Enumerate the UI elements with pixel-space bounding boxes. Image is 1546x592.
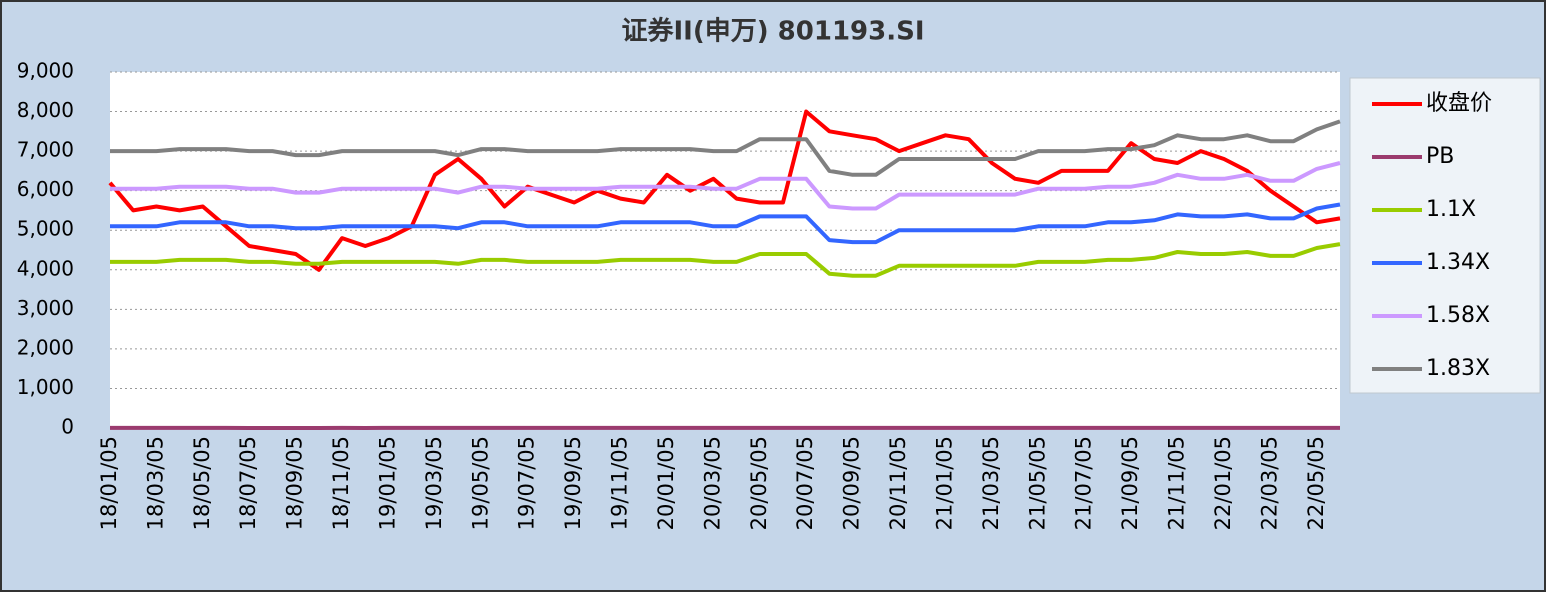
y-tick-label: 0 — [61, 415, 74, 439]
x-tick-label: 20/11/05 — [886, 436, 910, 530]
legend-label: 1.58X — [1426, 303, 1490, 328]
x-tick-label: 20/07/05 — [793, 436, 817, 530]
x-tick-label: 20/01/05 — [654, 436, 678, 530]
x-tick-label: 18/11/05 — [329, 436, 353, 530]
x-tick-label: 20/09/05 — [840, 436, 864, 530]
legend-label: PB — [1426, 144, 1454, 169]
y-tick-label: 2,000 — [17, 335, 74, 359]
x-tick-label: 21/07/05 — [1072, 436, 1096, 530]
series-line — [110, 242, 1341, 278]
x-tick-label: 19/09/05 — [561, 436, 585, 530]
x-tick-label: 18/05/05 — [190, 436, 214, 530]
y-tick-label: 5,000 — [17, 217, 74, 241]
x-tick-label: 22/05/05 — [1304, 436, 1328, 530]
x-tick-label: 18/03/05 — [143, 436, 167, 530]
legend-label: 1.83X — [1426, 356, 1490, 381]
series-line — [110, 119, 1341, 177]
chart-title: 证券II(申万) 801193.SI — [622, 17, 925, 47]
x-tick-label: 18/01/05 — [97, 436, 121, 530]
x-tick-label: 19/01/05 — [375, 436, 399, 530]
y-tick-label: 4,000 — [17, 256, 74, 280]
x-tick-label: 18/07/05 — [236, 436, 260, 530]
x-tick-label: 20/05/05 — [747, 436, 771, 530]
x-tick-label: 18/09/05 — [283, 436, 307, 530]
x-tick-label: 20/03/05 — [700, 436, 724, 530]
series-line — [110, 161, 1341, 211]
x-tick-label: 19/03/05 — [422, 436, 446, 530]
x-tick-label: 22/01/05 — [1211, 436, 1235, 530]
legend-label: 收盘价 — [1426, 91, 1492, 116]
x-tick-label: 22/03/05 — [1257, 436, 1281, 530]
y-tick-label: 6,000 — [17, 177, 74, 201]
x-tick-label: 19/05/05 — [468, 436, 492, 530]
x-tick-label: 19/11/05 — [608, 436, 632, 530]
x-tick-label: 21/01/05 — [932, 436, 956, 530]
x-tick-label: 21/09/05 — [1118, 436, 1142, 530]
y-tick-label: 9,000 — [17, 59, 74, 83]
legend-box — [1349, 77, 1541, 394]
y-tick-label: 7,000 — [17, 138, 74, 162]
x-tick-label: 19/07/05 — [515, 436, 539, 530]
x-tick-label: 21/05/05 — [1025, 436, 1049, 530]
x-tick-label: 21/11/05 — [1165, 436, 1189, 530]
x-tick-label: 21/03/05 — [979, 436, 1003, 530]
plot-area — [110, 72, 1340, 428]
series-line — [110, 202, 1341, 245]
legend-label: 1.1X — [1426, 197, 1476, 222]
y-tick-label: 3,000 — [17, 296, 74, 320]
legend-label: 1.34X — [1426, 250, 1490, 275]
y-tick-label: 8,000 — [17, 98, 74, 122]
y-tick-label: 1,000 — [17, 375, 74, 399]
